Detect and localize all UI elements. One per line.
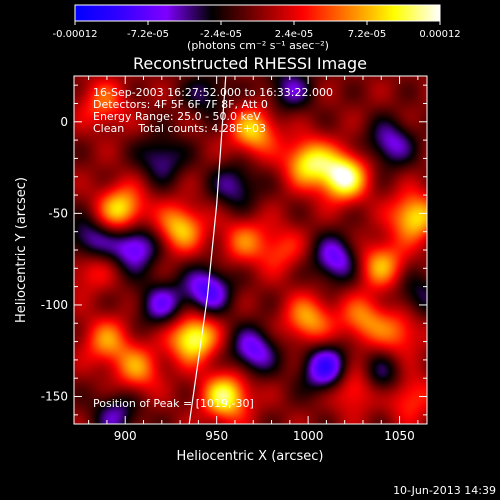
annotation-block: 16-Sep-2003 16:27:52.000 to 16:33:22.000… — [93, 86, 333, 135]
colorbar-tick-label: 2.4e-05 — [275, 29, 313, 40]
peak-position-label: Position of Peak = [1019,-30] — [93, 397, 254, 410]
colorbar-label: (photons cm⁻² s⁻¹ asec⁻²) — [187, 39, 329, 52]
colorbar — [74, 4, 441, 22]
annotation-detectors: Detectors: 4F 5F 6F 7F 8F, Att 0 — [93, 98, 268, 111]
colorbar-tick-label: -7.2e-05 — [127, 29, 169, 40]
y-tick-label: -100 — [41, 298, 68, 312]
y-tick-label: -50 — [48, 206, 68, 220]
colorbar-ticks: -0.00012 -7.2e-05 -2.4e-05 2.4e-05 7.2e-05 0.… — [53, 21, 461, 40]
annotation-time-range: 16-Sep-2003 16:27:52.000 to 16:33:22.000 — [93, 86, 333, 99]
footer-timestamp: 10-Jun-2013 14:39 — [393, 484, 496, 497]
colorbar-tick-label: -0.00012 — [53, 29, 98, 40]
x-tick-label: 950 — [205, 429, 228, 443]
y-tick-label: -150 — [41, 390, 68, 404]
solar-limb-line — [188, 76, 227, 424]
x-tick-label: 1000 — [293, 429, 324, 443]
colorbar-tick-label: 7.2e-05 — [348, 29, 386, 40]
x-axis-label: Heliocentric X (arcsec) — [177, 449, 324, 464]
annotation-clean-counts: Clean Total counts: 4.28E+03 — [93, 122, 266, 135]
y-tick-label: 0 — [60, 115, 68, 129]
y-axis-label: Heliocentric Y (arcsec) — [14, 177, 29, 323]
colorbar-tick-label: -2.4e-05 — [200, 29, 242, 40]
axis-ticks: 900 950 1000 1050 0 -50 -100 -150 — [41, 76, 427, 443]
x-tick-label: 900 — [114, 429, 137, 443]
heatmap-image — [74, 76, 427, 424]
x-tick-label: 1050 — [384, 429, 415, 443]
chart-title: Reconstructed RHESSI Image — [133, 54, 367, 73]
annotation-energy-range: Energy Range: 25.0 - 50.0 keV — [93, 110, 261, 123]
colorbar-tick-label: 0.00012 — [419, 29, 460, 40]
